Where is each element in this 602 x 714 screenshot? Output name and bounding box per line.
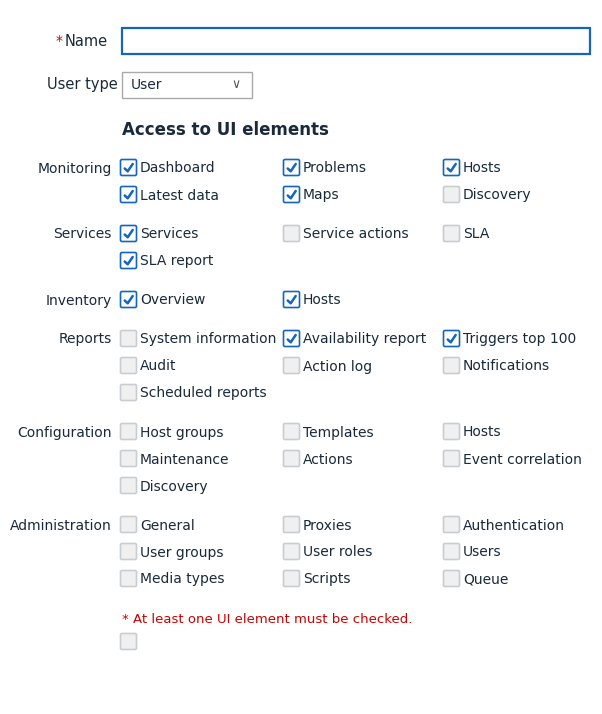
Text: Discovery: Discovery	[140, 480, 209, 493]
FancyBboxPatch shape	[120, 186, 137, 203]
FancyBboxPatch shape	[284, 543, 300, 560]
Text: Media types: Media types	[140, 573, 225, 586]
FancyBboxPatch shape	[444, 423, 459, 440]
Text: Monitoring: Monitoring	[37, 161, 112, 176]
FancyBboxPatch shape	[444, 516, 459, 533]
Text: Hosts: Hosts	[463, 426, 501, 440]
FancyBboxPatch shape	[444, 159, 459, 176]
FancyBboxPatch shape	[444, 226, 459, 241]
FancyBboxPatch shape	[120, 226, 137, 241]
Text: Availability report: Availability report	[303, 333, 426, 346]
FancyBboxPatch shape	[284, 186, 300, 203]
FancyBboxPatch shape	[284, 226, 300, 241]
FancyBboxPatch shape	[284, 570, 300, 586]
FancyBboxPatch shape	[444, 543, 459, 560]
FancyBboxPatch shape	[444, 451, 459, 466]
Text: Maps: Maps	[303, 188, 340, 203]
Text: Service actions: Service actions	[303, 228, 409, 241]
Bar	[122, 28, 590, 54]
Text: * At least one UI element must be checked.: * At least one UI element must be checke…	[122, 613, 412, 626]
Text: Name: Name	[65, 34, 108, 49]
FancyBboxPatch shape	[120, 331, 137, 346]
FancyBboxPatch shape	[120, 253, 137, 268]
Text: Actions: Actions	[303, 453, 353, 466]
FancyBboxPatch shape	[120, 543, 137, 560]
Text: User roles: User roles	[303, 545, 373, 560]
Text: Templates: Templates	[303, 426, 374, 440]
FancyBboxPatch shape	[284, 423, 300, 440]
Text: Audit: Audit	[140, 360, 176, 373]
Text: Host groups: Host groups	[140, 426, 223, 440]
Text: User: User	[131, 78, 163, 92]
FancyBboxPatch shape	[120, 291, 137, 308]
Text: Overview: Overview	[140, 293, 205, 308]
Text: Hosts: Hosts	[303, 293, 341, 308]
FancyBboxPatch shape	[120, 385, 137, 401]
FancyBboxPatch shape	[444, 186, 459, 203]
Text: Notifications: Notifications	[463, 360, 550, 373]
FancyBboxPatch shape	[284, 159, 300, 176]
Text: Reports: Reports	[59, 333, 112, 346]
Text: Proxies: Proxies	[303, 518, 353, 533]
Text: Dashboard: Dashboard	[140, 161, 216, 176]
Text: System information: System information	[140, 333, 276, 346]
Bar	[122, 72, 252, 98]
Text: User groups: User groups	[140, 545, 223, 560]
FancyBboxPatch shape	[444, 358, 459, 373]
Text: Users: Users	[463, 545, 501, 560]
Text: Services: Services	[54, 228, 112, 241]
Text: Problems: Problems	[303, 161, 367, 176]
Text: Action log: Action log	[303, 360, 372, 373]
FancyBboxPatch shape	[284, 291, 300, 308]
Text: Services: Services	[140, 228, 199, 241]
Text: Queue: Queue	[463, 573, 508, 586]
Text: Administration: Administration	[10, 518, 112, 533]
Text: Configuration: Configuration	[17, 426, 112, 440]
Text: Inventory: Inventory	[46, 293, 112, 308]
FancyBboxPatch shape	[444, 570, 459, 586]
Text: Latest data: Latest data	[140, 188, 219, 203]
FancyBboxPatch shape	[120, 423, 137, 440]
FancyBboxPatch shape	[284, 516, 300, 533]
FancyBboxPatch shape	[284, 358, 300, 373]
Text: Maintenance: Maintenance	[140, 453, 229, 466]
FancyBboxPatch shape	[120, 633, 137, 650]
Text: General: General	[140, 518, 195, 533]
Text: *: *	[56, 34, 63, 48]
Text: Scheduled reports: Scheduled reports	[140, 386, 267, 401]
FancyBboxPatch shape	[120, 451, 137, 466]
Text: Scripts: Scripts	[303, 573, 350, 586]
Text: Discovery: Discovery	[463, 188, 532, 203]
Text: Authentication: Authentication	[463, 518, 565, 533]
FancyBboxPatch shape	[120, 478, 137, 493]
Text: SLA: SLA	[463, 228, 489, 241]
FancyBboxPatch shape	[284, 331, 300, 346]
FancyBboxPatch shape	[120, 516, 137, 533]
FancyBboxPatch shape	[284, 451, 300, 466]
Text: User type: User type	[47, 78, 118, 93]
Text: Event correlation: Event correlation	[463, 453, 582, 466]
Text: ∨: ∨	[231, 79, 241, 91]
FancyBboxPatch shape	[444, 331, 459, 346]
Text: Hosts: Hosts	[463, 161, 501, 176]
Text: Triggers top 100: Triggers top 100	[463, 333, 576, 346]
FancyBboxPatch shape	[120, 159, 137, 176]
Text: Access to UI elements: Access to UI elements	[122, 121, 329, 139]
FancyBboxPatch shape	[120, 570, 137, 586]
Text: SLA report: SLA report	[140, 254, 213, 268]
FancyBboxPatch shape	[120, 358, 137, 373]
